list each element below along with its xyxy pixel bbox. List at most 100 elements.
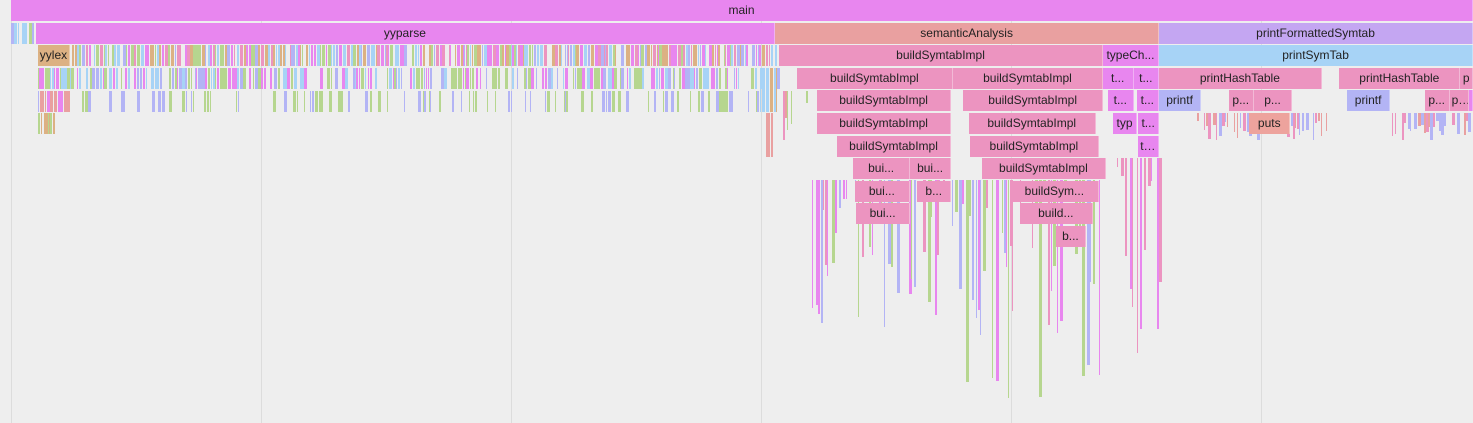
tiny-frame[interactable] — [741, 45, 744, 66]
tiny-frame[interactable] — [265, 45, 268, 66]
tiny-frame[interactable] — [690, 68, 693, 89]
tiny-frame[interactable] — [757, 91, 759, 112]
tiny-frame[interactable] — [191, 91, 192, 112]
tiny-frame[interactable] — [623, 68, 624, 89]
tiny-frame[interactable] — [827, 180, 828, 276]
tiny-frame[interactable] — [451, 68, 453, 89]
tiny-frame[interactable] — [1206, 113, 1208, 126]
tiny-frame[interactable] — [155, 68, 157, 89]
tiny-frame[interactable] — [291, 45, 294, 66]
tiny-frame[interactable] — [487, 91, 488, 112]
tiny-frame[interactable] — [1208, 113, 1211, 139]
tiny-frame[interactable] — [296, 45, 298, 66]
frame-typ[interactable]: typ — [1113, 113, 1137, 134]
tiny-frame[interactable] — [396, 45, 399, 66]
tiny-frame[interactable] — [567, 45, 568, 66]
tiny-frame[interactable] — [621, 45, 624, 66]
tiny-frame[interactable] — [171, 45, 174, 66]
tiny-frame[interactable] — [137, 91, 140, 112]
frame-p[interactable]: p — [1469, 90, 1473, 112]
tiny-frame[interactable] — [172, 68, 174, 89]
tiny-frame[interactable] — [688, 68, 690, 89]
tiny-frame[interactable] — [255, 68, 258, 89]
tiny-frame[interactable] — [169, 91, 172, 112]
tiny-frame[interactable] — [61, 68, 64, 89]
tiny-frame[interactable] — [261, 45, 264, 66]
tiny-frame[interactable] — [368, 68, 369, 89]
tiny-frame[interactable] — [1315, 113, 1317, 123]
tiny-frame[interactable] — [673, 45, 676, 66]
tiny-frame[interactable] — [1148, 158, 1151, 186]
tiny-frame[interactable] — [122, 91, 124, 112]
tiny-frame[interactable] — [271, 45, 273, 66]
tiny-frame[interactable] — [38, 113, 40, 134]
tiny-frame[interactable] — [211, 68, 212, 89]
tiny-frame[interactable] — [124, 91, 125, 112]
tiny-frame[interactable] — [681, 45, 683, 66]
tiny-frame[interactable] — [315, 91, 318, 112]
tiny-frame[interactable] — [705, 45, 706, 66]
tiny-frame[interactable] — [273, 91, 276, 112]
tiny-frame[interactable] — [756, 91, 757, 112]
tiny-frame[interactable] — [734, 68, 735, 89]
tiny-frame[interactable] — [518, 45, 520, 66]
tiny-frame[interactable] — [190, 45, 193, 66]
tiny-frame[interactable] — [1006, 180, 1007, 267]
tiny-frame[interactable] — [60, 91, 63, 112]
tiny-frame[interactable] — [210, 45, 212, 66]
tiny-frame[interactable] — [477, 45, 480, 66]
tiny-frame[interactable] — [320, 45, 321, 66]
tiny-frame[interactable] — [1204, 113, 1205, 130]
tiny-frame[interactable] — [694, 68, 695, 89]
tiny-frame[interactable] — [221, 45, 224, 66]
frame-buildsymtabimpl[interactable]: buildSymtabImpl — [817, 90, 952, 112]
tiny-frame[interactable] — [143, 68, 145, 89]
tiny-frame[interactable] — [620, 68, 621, 89]
tiny-frame[interactable] — [767, 113, 770, 157]
tiny-frame[interactable] — [858, 180, 859, 317]
tiny-frame[interactable] — [1404, 113, 1406, 123]
tiny-frame[interactable] — [563, 68, 564, 89]
tiny-frame[interactable] — [75, 45, 77, 66]
tiny-frame[interactable] — [1414, 113, 1417, 129]
tiny-frame[interactable] — [746, 45, 748, 66]
tiny-frame[interactable] — [1441, 113, 1444, 135]
tiny-frame[interactable] — [283, 45, 285, 66]
tiny-frame[interactable] — [1424, 113, 1426, 133]
tiny-frame[interactable] — [538, 45, 539, 66]
tiny-frame[interactable] — [134, 68, 136, 89]
tiny-frame[interactable] — [179, 68, 182, 89]
tiny-frame[interactable] — [285, 45, 286, 66]
tiny-frame[interactable] — [237, 68, 239, 89]
tiny-frame[interactable] — [1197, 113, 1199, 121]
tiny-frame[interactable] — [71, 68, 74, 89]
tiny-frame[interactable] — [555, 45, 558, 66]
tiny-frame[interactable] — [128, 68, 130, 89]
tiny-frame[interactable] — [665, 68, 667, 89]
tiny-frame[interactable] — [117, 68, 118, 89]
tiny-frame[interactable] — [496, 45, 499, 66]
tiny-frame[interactable] — [145, 45, 146, 66]
tiny-frame[interactable] — [665, 91, 668, 112]
tiny-frame[interactable] — [320, 68, 323, 89]
frame-t[interactable]: t... — [1133, 67, 1160, 89]
tiny-frame[interactable] — [1137, 158, 1138, 353]
tiny-frame[interactable] — [329, 91, 332, 112]
tiny-frame[interactable] — [331, 68, 332, 89]
tiny-frame[interactable] — [691, 45, 692, 66]
tiny-frame[interactable] — [548, 68, 551, 89]
tiny-frame[interactable] — [351, 45, 353, 66]
tiny-frame[interactable] — [774, 68, 776, 112]
tiny-frame[interactable] — [285, 68, 287, 89]
tiny-frame[interactable] — [771, 113, 773, 157]
tiny-frame[interactable] — [186, 91, 187, 112]
tiny-frame[interactable] — [353, 45, 355, 66]
tiny-frame[interactable] — [198, 45, 201, 66]
tiny-frame[interactable] — [193, 45, 195, 66]
tiny-frame[interactable] — [1410, 113, 1411, 131]
tiny-frame[interactable] — [487, 45, 489, 66]
tiny-frame[interactable] — [1464, 113, 1466, 135]
tiny-frame[interactable] — [413, 68, 415, 89]
frame-buildsymtabimpl[interactable]: buildSymtabImpl — [779, 45, 1103, 67]
tiny-frame[interactable] — [220, 45, 221, 66]
